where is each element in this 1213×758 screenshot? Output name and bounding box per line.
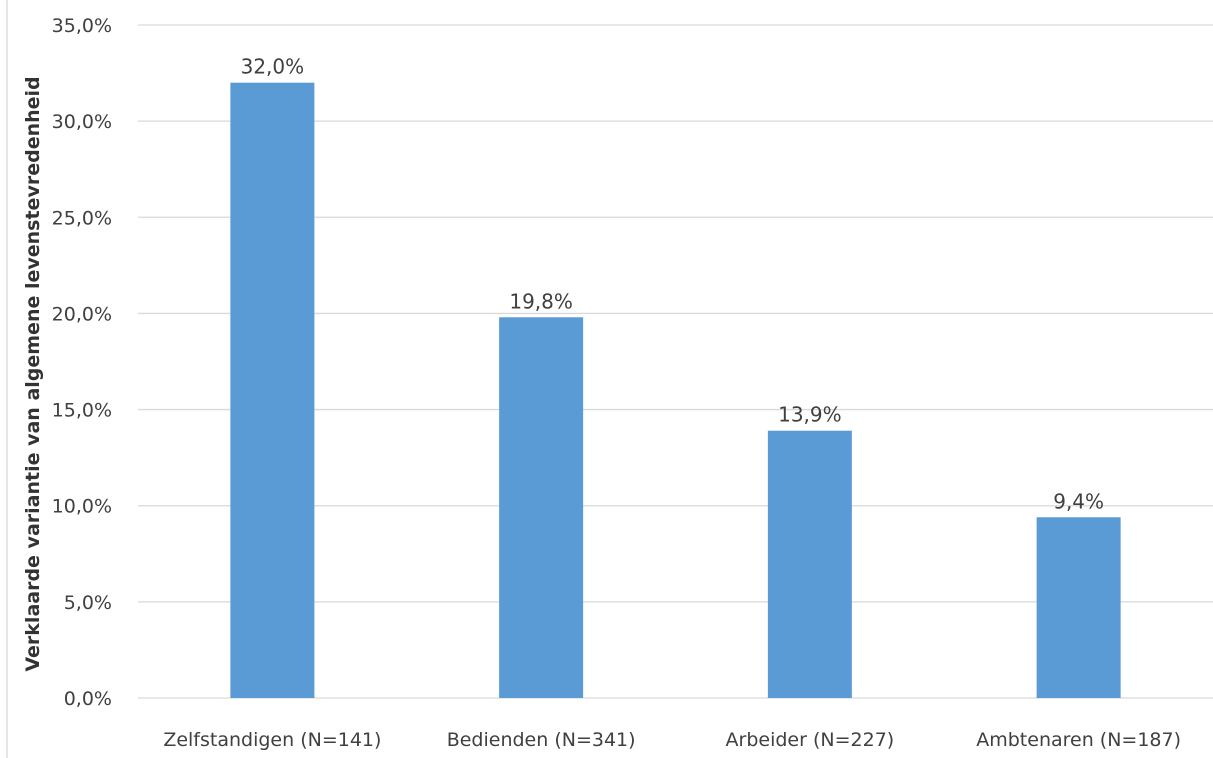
y-axis-tick-labels: 0,0% 5,0% 10,0% 15,0% 20,0% 25,0% 30,0% 35,0% — [52, 15, 112, 710]
bar-value-label: 19,8% — [509, 289, 573, 313]
y-tick-label: 35,0% — [52, 15, 112, 37]
y-tick-label: 25,0% — [52, 207, 112, 229]
y-tick-label: 30,0% — [52, 111, 112, 133]
x-category-label: Zelfstandigen (N=141) — [163, 729, 381, 751]
bars — [230, 82, 1121, 698]
data-labels: 32,0% 19,8% 13,9% 9,4% — [241, 55, 1104, 514]
x-category-label: Bedienden (N=341) — [447, 729, 636, 751]
x-category-label: Ambtenaren (N=187) — [976, 729, 1181, 751]
y-tick-label: 5,0% — [64, 592, 112, 614]
y-tick-label: 20,0% — [52, 303, 112, 325]
y-axis-title: Verklaarde variantie van algemene levens… — [22, 76, 44, 671]
bar — [499, 317, 584, 698]
bar — [1036, 517, 1121, 698]
bar — [767, 430, 852, 698]
bar-value-label: 13,9% — [778, 403, 842, 427]
y-tick-label: 15,0% — [52, 400, 112, 422]
x-category-label: Arbeider (N=227) — [726, 729, 895, 751]
y-tick-label: 10,0% — [52, 496, 112, 518]
gridlines — [138, 24, 1213, 699]
bar-value-label: 9,4% — [1053, 489, 1104, 513]
x-axis-category-labels: Zelfstandigen (N=141) Bedienden (N=341) Ar… — [163, 729, 1181, 751]
bar — [230, 82, 315, 698]
bar-value-label: 32,0% — [241, 55, 305, 79]
y-tick-label: 0,0% — [64, 688, 112, 710]
